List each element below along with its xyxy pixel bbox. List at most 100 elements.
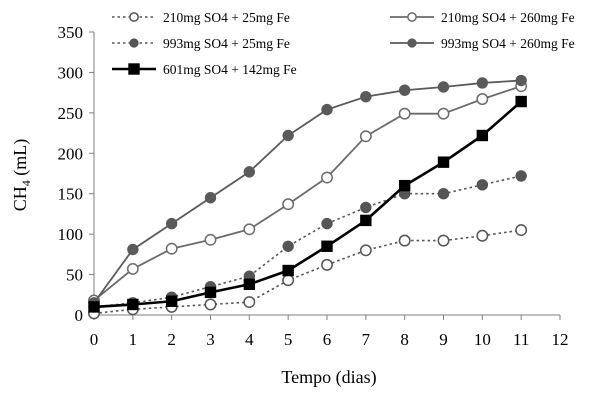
data-point [321,103,333,116]
series-4 [88,74,527,309]
series-layer [88,74,528,320]
legend-swatch-marker [407,12,417,22]
x-tick-label: 3 [206,330,215,349]
data-point [282,240,294,252]
data-point [243,278,256,290]
data-point [476,77,489,89]
data-point [243,296,256,309]
data-point [359,130,372,143]
data-point [282,198,295,211]
data-point [398,179,411,192]
y-tick-label: 200 [58,144,84,163]
data-point [515,224,528,237]
x-tick-label: 1 [129,330,138,349]
series-line [93,175,522,308]
legend-label: 993mg SO4 + 25mg Fe [163,36,290,51]
legend-item: 993mg SO4 + 25mg Fe [112,36,290,51]
data-point [88,301,100,313]
legend-label: 601mg SO4 + 142mg Fe [163,62,297,77]
x-tick-label: 4 [245,330,254,349]
y-tick-label: 50 [66,266,83,285]
legend-item: 993mg SO4 + 260mg Fe [390,36,575,51]
data-point [321,240,333,252]
data-point [437,81,450,93]
y-axis-title: CH4 (mL) [10,139,33,212]
data-point [360,90,372,103]
data-point [282,264,294,277]
x-tick-label: 0 [90,330,99,349]
x-axis-title: Tempo (dias) [281,367,376,388]
legend-swatch-marker [129,12,139,22]
data-point [321,171,333,184]
legend-label: 210mg SO4 + 260mg Fe [441,10,575,25]
y-tick-label: 150 [58,185,84,204]
legend-item: 210mg SO4 + 260mg Fe [390,10,575,25]
data-point [321,217,333,230]
legend-swatch-marker [407,38,417,48]
series-line [93,100,523,309]
series-line [93,79,522,304]
data-point [243,223,256,236]
x-tick-label: 6 [323,330,332,349]
data-point [437,234,450,247]
data-point [165,295,178,307]
data-point [321,258,333,271]
x-tick-label: 7 [362,330,371,349]
data-point [204,192,217,204]
legend-item: 601mg SO4 + 142mg Fe [112,62,297,77]
data-point [282,129,294,142]
data-point [476,179,489,191]
series-5 [88,95,527,313]
data-point [126,262,139,275]
data-point [127,298,139,311]
data-point [476,93,489,106]
data-point [398,234,411,247]
data-point [476,129,489,142]
y-axis-title-main: CH [10,186,30,211]
data-point [360,214,372,227]
data-point [282,274,295,287]
x-tick-label: 10 [474,330,491,349]
legend-swatch-marker [128,63,140,75]
y-tick-label: 0 [75,306,84,325]
data-point [398,107,411,120]
x-tick-label: 9 [439,330,448,349]
legend-swatch-marker [129,38,139,48]
data-point [476,229,489,242]
data-point [359,244,372,257]
y-axis-title-tail: (mL) [10,139,31,180]
data-point [515,170,527,182]
data-point [127,243,139,256]
data-point [165,242,178,255]
series-line [93,229,522,315]
data-point [204,233,217,246]
data-point [204,286,217,299]
legend: 210mg SO4 + 25mg Fe 210mg SO4 + 260mg Fe 9… [112,10,575,77]
x-tick-label: 8 [400,330,409,349]
data-point [398,84,411,96]
data-point [360,201,372,214]
legend-item: 210mg SO4 + 25mg Fe [112,10,290,25]
data-point [437,107,450,120]
data-point [515,74,527,87]
y-tick-label: 300 [58,63,84,82]
legend-label: 993mg SO4 + 260mg Fe [441,36,575,51]
data-point [437,188,450,200]
series-line [93,85,522,302]
series-2 [88,80,528,307]
y-tick-label: 250 [58,104,84,123]
legend-label: 210mg SO4 + 25mg Fe [163,10,290,25]
x-tick-label: 5 [284,330,293,349]
data-point [204,298,217,311]
x-tick-label: 2 [167,330,176,349]
y-tick-label: 100 [58,225,84,244]
data-point [165,217,178,230]
y-tick-label: 350 [58,23,84,42]
series-1 [88,224,528,320]
y-axis-title-subscript: 4 [19,180,33,186]
x-tick-label: 12 [552,330,569,349]
data-point [437,156,450,168]
data-point [515,95,527,108]
